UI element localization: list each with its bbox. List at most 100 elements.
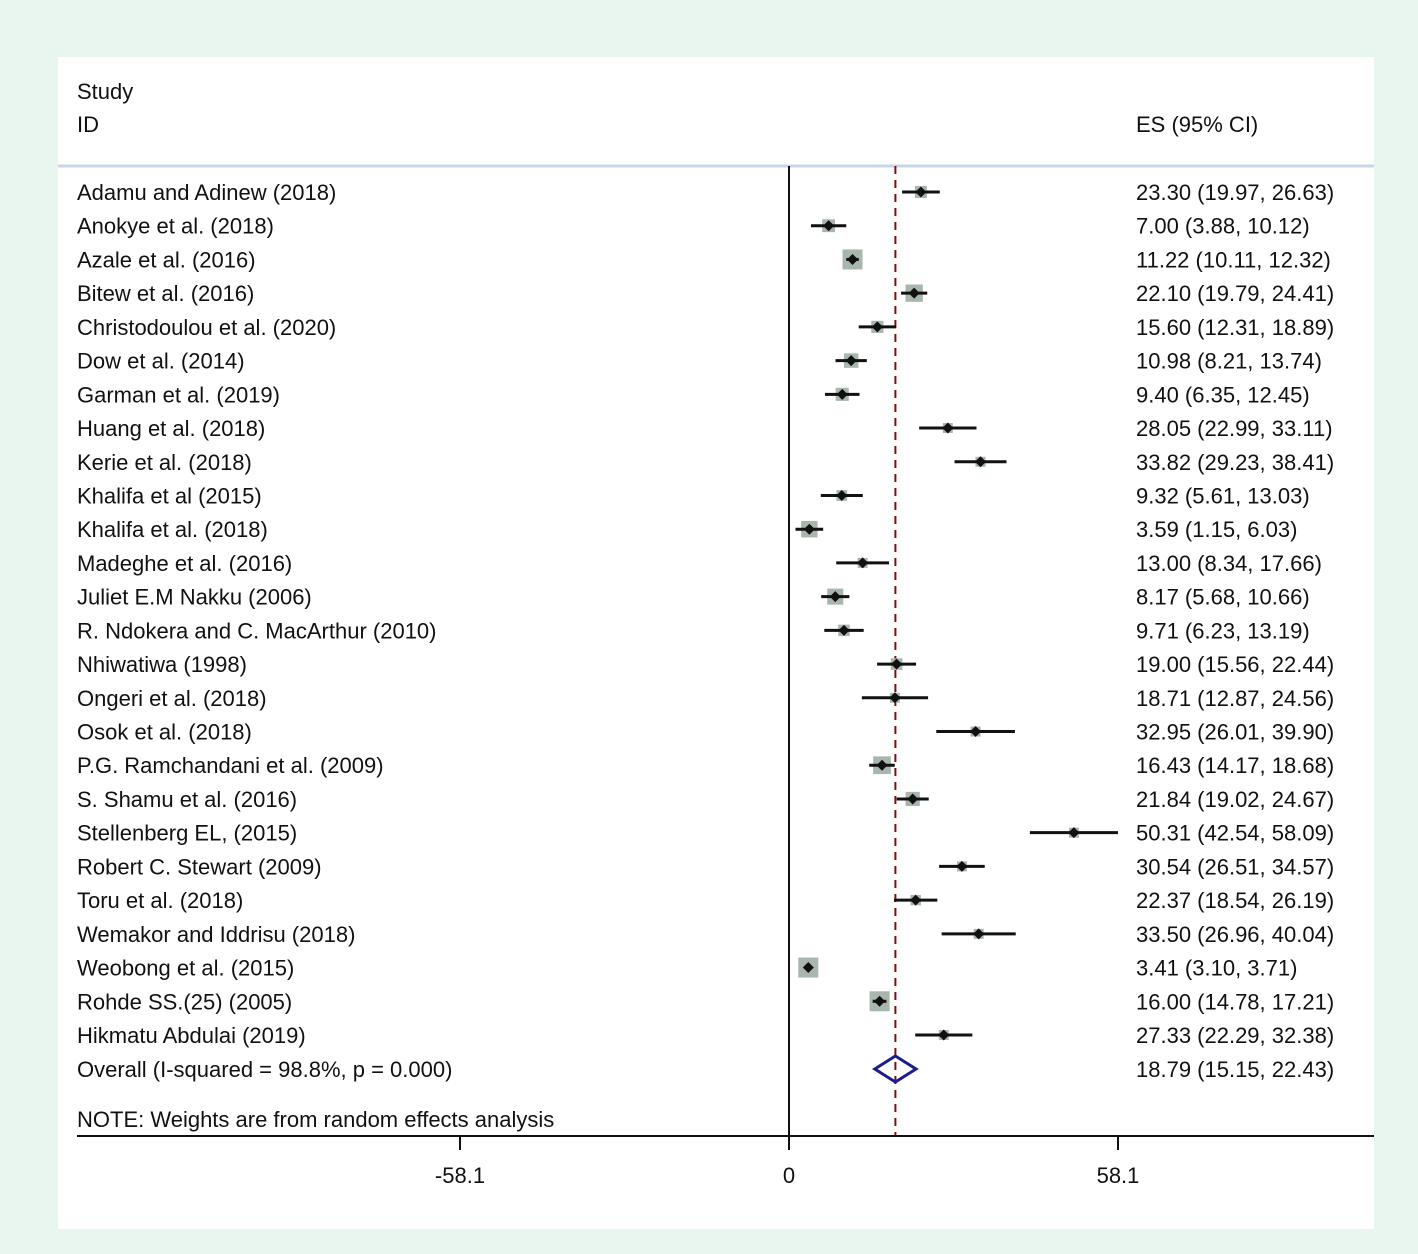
x-tick-label: -58.1	[435, 1163, 485, 1188]
study-row: P.G. Ramchandani et al. (2009) 16.43 (14.…	[77, 753, 1334, 778]
point-estimate	[802, 962, 814, 974]
overall-row: Overall (I-squared = 98.8%, p = 0.000) 1…	[77, 1054, 1334, 1084]
study-es-text: 16.43 (14.17, 18.68)	[1136, 753, 1334, 778]
study-label: R. Ndokera and C. MacArthur (2010)	[77, 618, 437, 643]
study-label: Adamu and Adinew (2018)	[77, 180, 336, 205]
study-label: Madeghe et al. (2016)	[77, 551, 292, 576]
study-label: Stellenberg EL, (2015)	[77, 821, 297, 846]
study-row: S. Shamu et al. (2016) 21.84 (19.02, 24.6…	[77, 787, 1334, 812]
study-row: Nhiwatiwa (1998) 19.00 (15.56, 22.44)	[77, 652, 1334, 677]
point-estimate	[847, 253, 859, 265]
study-label: Juliet E.M Nakku (2006)	[77, 585, 312, 610]
study-row: Osok et al. (2018) 32.95 (26.01, 39.90)	[77, 720, 1334, 745]
point-estimate	[871, 321, 883, 333]
x-tick-label: 58.1	[1097, 1163, 1140, 1188]
study-es-text: 22.10 (19.79, 24.41)	[1136, 281, 1334, 306]
study-es-text: 10.98 (8.21, 13.74)	[1136, 349, 1322, 374]
study-row: R. Ndokera and C. MacArthur (2010) 9.71 (…	[77, 618, 1310, 643]
header-study: Study	[77, 79, 133, 104]
study-row: Madeghe et al. (2016) 13.00 (8.34, 17.66)	[77, 551, 1322, 576]
study-row: Kerie et al. (2018) 33.82 (29.23, 38.41)	[77, 450, 1334, 475]
point-estimate	[1068, 827, 1080, 839]
point-estimate	[956, 860, 968, 872]
study-es-text: 33.50 (26.96, 40.04)	[1136, 922, 1334, 947]
study-row: Stellenberg EL, (2015) 50.31 (42.54, 58.0…	[77, 821, 1334, 846]
study-es-text: 3.41 (3.10, 3.71)	[1136, 956, 1297, 981]
point-estimate	[889, 692, 901, 704]
study-label: Khalifa et al. (2018)	[77, 517, 268, 542]
study-row: Adamu and Adinew (2018) 23.30 (19.97, 26.…	[77, 180, 1334, 205]
x-axis-ticks: -58.1 0 58.1	[435, 1136, 1139, 1188]
study-label: P.G. Ramchandani et al. (2009)	[77, 753, 384, 778]
point-estimate	[874, 995, 886, 1007]
study-label: S. Shamu et al. (2016)	[77, 787, 297, 812]
overall-diamond	[871, 1054, 919, 1084]
study-es-text: 22.37 (18.54, 26.19)	[1136, 888, 1334, 913]
point-estimate	[829, 591, 841, 603]
study-label: Rohde SS.(25) (2005)	[77, 989, 292, 1014]
study-es-text: 33.82 (29.23, 38.41)	[1136, 450, 1334, 475]
point-estimate	[910, 894, 922, 906]
study-label: Anokye et al. (2018)	[77, 214, 274, 239]
study-row: Huang et al. (2018) 28.05 (22.99, 33.11)	[77, 416, 1333, 441]
point-estimate	[836, 388, 848, 400]
study-es-text: 7.00 (3.88, 10.12)	[1136, 214, 1310, 239]
study-row: Azale et al. (2016) 11.22 (10.11, 12.32)	[77, 247, 1331, 272]
study-es-text: 18.71 (12.87, 24.56)	[1136, 686, 1334, 711]
study-es-text: 27.33 (22.29, 32.38)	[1136, 1023, 1334, 1048]
study-es-text: 9.32 (5.61, 13.03)	[1136, 483, 1310, 508]
point-estimate	[975, 456, 987, 468]
overall-label: Overall (I-squared = 98.8%, p = 0.000)	[77, 1057, 452, 1082]
study-label: Toru et al. (2018)	[77, 888, 243, 913]
point-estimate	[823, 220, 835, 232]
header-es: ES (95% CI)	[1136, 112, 1258, 137]
study-es-text: 21.84 (19.02, 24.67)	[1136, 787, 1334, 812]
study-row: Dow et al. (2014) 10.98 (8.21, 13.74)	[77, 349, 1322, 374]
study-label: Robert C. Stewart (2009)	[77, 854, 322, 879]
point-estimate	[938, 1029, 950, 1041]
study-es-text: 15.60 (12.31, 18.89)	[1136, 315, 1334, 340]
study-row: Garman et al. (2019) 9.40 (6.35, 12.45)	[77, 382, 1310, 407]
study-label: Nhiwatiwa (1998)	[77, 652, 247, 677]
study-row: Bitew et al. (2016) 22.10 (19.79, 24.41)	[77, 281, 1334, 306]
header-id: ID	[77, 112, 99, 137]
study-es-text: 9.40 (6.35, 12.45)	[1136, 382, 1310, 407]
study-label: Bitew et al. (2016)	[77, 281, 254, 306]
study-es-text: 8.17 (5.68, 10.66)	[1136, 585, 1310, 610]
point-estimate	[836, 489, 848, 501]
study-label: Wemakor and Iddrisu (2018)	[77, 922, 355, 947]
study-row: Christodoulou et al. (2020) 15.60 (12.31,…	[77, 315, 1334, 340]
study-es-text: 19.00 (15.56, 22.44)	[1136, 652, 1334, 677]
x-tick-label: 0	[783, 1163, 795, 1188]
study-es-text: 50.31 (42.54, 58.09)	[1136, 821, 1334, 846]
study-row: Toru et al. (2018) 22.37 (18.54, 26.19)	[77, 888, 1334, 913]
point-estimate	[845, 355, 857, 367]
study-label: Osok et al. (2018)	[77, 720, 252, 745]
study-row: Juliet E.M Nakku (2006) 8.17 (5.68, 10.66…	[77, 585, 1310, 610]
point-estimate	[970, 726, 982, 738]
study-rows: Adamu and Adinew (2018) 23.30 (19.97, 26.…	[77, 180, 1334, 1048]
study-row: Wemakor and Iddrisu (2018) 33.50 (26.96, …	[77, 922, 1334, 947]
study-row: Hikmatu Abdulai (2019) 27.33 (22.29, 32.3…	[77, 1023, 1334, 1048]
study-row: Anokye et al. (2018) 7.00 (3.88, 10.12)	[77, 214, 1310, 239]
point-estimate	[891, 658, 903, 670]
study-row: Khalifa et al. (2018) 3.59 (1.15, 6.03)	[77, 517, 1297, 542]
study-label: Dow et al. (2014)	[77, 349, 245, 374]
study-row: Khalifa et al (2015) 9.32 (5.61, 13.03)	[77, 483, 1310, 508]
study-row: Ongeri et al. (2018) 18.71 (12.87, 24.56)	[77, 686, 1334, 711]
study-row: Weobong et al. (2015) 3.41 (3.10, 3.71)	[77, 956, 1297, 981]
study-es-text: 28.05 (22.99, 33.11)	[1136, 416, 1333, 441]
point-estimate	[857, 557, 869, 569]
study-es-text: 3.59 (1.15, 6.03)	[1136, 517, 1297, 542]
point-estimate	[803, 523, 815, 535]
study-es-text: 23.30 (19.97, 26.63)	[1136, 180, 1334, 205]
point-estimate	[838, 624, 850, 636]
study-es-text: 30.54 (26.51, 34.57)	[1136, 854, 1334, 879]
point-estimate	[907, 793, 919, 805]
study-label: Garman et al. (2019)	[77, 382, 280, 407]
point-estimate	[908, 287, 920, 299]
study-es-text: 13.00 (8.34, 17.66)	[1136, 551, 1322, 576]
study-es-text: 32.95 (26.01, 39.90)	[1136, 720, 1334, 745]
study-row: Rohde SS.(25) (2005) 16.00 (14.78, 17.21)	[77, 989, 1334, 1014]
